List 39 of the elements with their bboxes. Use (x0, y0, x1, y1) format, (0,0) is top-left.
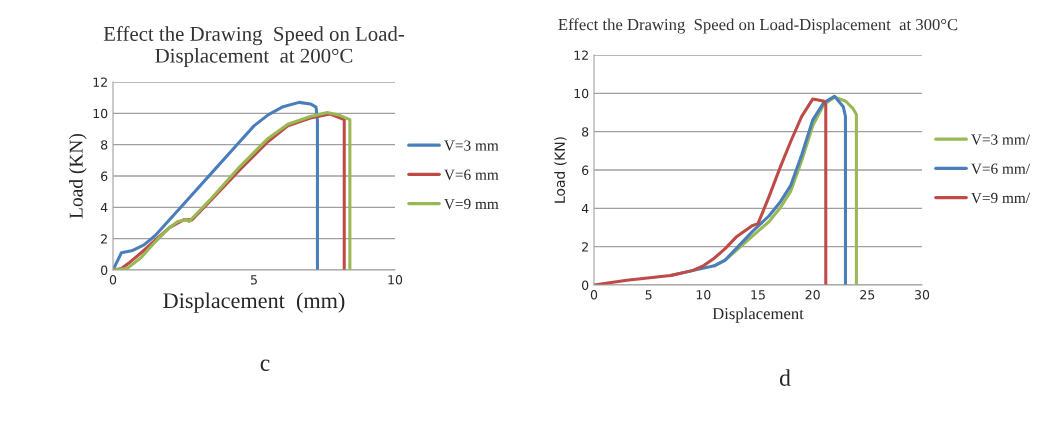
y-tick-label: 8 (582, 127, 589, 137)
text: c (260, 359, 270, 371)
x-tick-label: 5 (645, 290, 652, 300)
chart-title: Effect the Drawing Speed on Load- Displacement at 200°C (103, 26, 405, 67)
x-tick-label: 0 (109, 275, 117, 285)
y-axis-title: Load (KN) (554, 137, 567, 203)
x-axis-title: Displacement (mm) (163, 292, 345, 313)
line-series (594, 97, 828, 285)
y-tick-label: 10 (574, 88, 589, 99)
line-series (113, 100, 319, 270)
y-tick-label: 12 (574, 50, 588, 60)
x-tick-label: 20 (805, 290, 820, 300)
chart-title: Effect the Drawing Speed on Load-Displacement at 300°C (558, 18, 958, 34)
x-tick-label: 10 (388, 275, 403, 285)
x-tick-label: 25 (860, 290, 875, 300)
x-tick-label: 15 (751, 290, 765, 300)
x-axis-title: Displacement (712, 307, 804, 323)
legend-label: V=3 mm (444, 140, 499, 151)
y-tick-label: 4 (100, 202, 108, 213)
y-tick-label: 6 (582, 165, 589, 175)
y-tick-label: 6 (101, 171, 108, 181)
x-tick-label: 0 (590, 290, 598, 300)
y-tick-label: 10 (93, 108, 108, 119)
x-tick-label: 5 (250, 275, 257, 285)
y-tick-label: 2 (582, 242, 588, 252)
y-axis-title: Load (KN) (69, 133, 87, 219)
y-tick-label: 12 (93, 77, 107, 87)
y-tick-label: 4 (581, 203, 589, 214)
legend-label: V=9 mm (444, 198, 499, 210)
legend-label: V=6 mm/ (971, 163, 1031, 174)
legend-label: V=6 mm (444, 169, 499, 180)
y-tick-label: 0 (101, 265, 108, 275)
legend-label: V=3 mm/ (971, 134, 1031, 145)
x-tick-label: 10 (696, 290, 711, 300)
x-tick-label: 30 (915, 290, 930, 300)
y-tick-label: 2 (101, 234, 107, 244)
text: d (779, 369, 791, 386)
legend-label: V=9 mm/ (971, 192, 1031, 204)
y-tick-label: 8 (101, 140, 108, 150)
